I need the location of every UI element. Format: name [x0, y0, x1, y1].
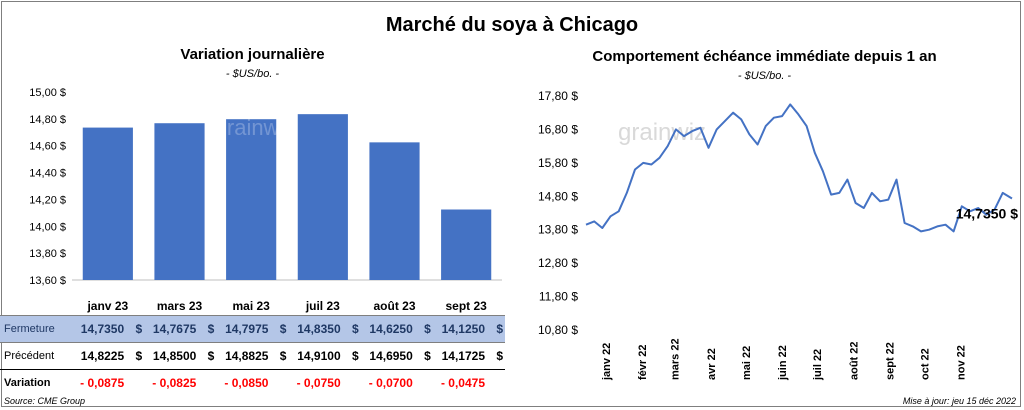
y-tick-label: 14,80 $	[538, 189, 578, 203]
currency-symbol: $	[342, 342, 361, 370]
x-tick-label: sept 22	[884, 342, 896, 380]
table-cell: - 0,0750	[296, 376, 341, 390]
row-label: Fermeture	[0, 315, 72, 343]
table-cell: - 0,0825	[152, 376, 197, 390]
x-tick-label: juil 23	[305, 299, 340, 313]
currency-symbol: $	[198, 315, 217, 343]
table-cell: 14,1725	[432, 342, 487, 370]
x-tick-label: mars 23	[157, 299, 203, 313]
x-tick-label: juin 22	[777, 345, 789, 381]
bar	[369, 142, 420, 280]
table-row: Précédent 14,8225 $14,8500 $14,8825 $14,9100…	[0, 342, 505, 370]
y-tick-label: 15,80 $	[538, 156, 578, 170]
currency-symbol: $	[487, 342, 505, 370]
bar	[82, 127, 133, 280]
x-tick-label: mars 22	[670, 338, 682, 380]
bar-chart: 13,60 $ 13,80 $ 14,00 $ 14,20 $ 14,40 $ 14,60…	[29, 87, 502, 313]
row-label: Variation	[4, 377, 51, 389]
table-cell: - 0,0850	[224, 376, 269, 390]
source-note: Source: CME Group	[4, 396, 86, 406]
line-chart-unit: - $US/bo. -	[737, 70, 792, 82]
table-row: Fermeture 14,7350 $14,7675 $14,7975 $14,8350…	[0, 315, 505, 343]
currency-symbol: $	[126, 315, 145, 343]
currency-symbol	[487, 370, 505, 397]
table-cell: 14,7675	[144, 315, 199, 343]
price-series-line	[585, 103, 1013, 233]
table-cell: - 0,0475	[440, 376, 485, 390]
main-title: Marché du soya à Chicago	[385, 14, 639, 36]
bar	[154, 123, 205, 280]
table-cell: 14,9100	[288, 342, 343, 370]
table-row: Variation - 0,0875 - 0,0825 - 0,0850 - 0,075…	[0, 370, 505, 397]
update-note: Mise à jour: jeu 15 déc 2022	[902, 396, 1016, 406]
y-tick-label: 15,00 $	[29, 87, 66, 99]
table-cell: 14,7975	[216, 315, 271, 343]
y-tick-label: 16,80 $	[538, 122, 578, 136]
x-tick-label: févr 22	[637, 345, 649, 380]
table-cell: 14,8825	[216, 342, 271, 370]
currency-symbol: $	[342, 315, 361, 343]
price-table: Fermeture 14,7350 $14,7675 $14,7975 $14,8350…	[0, 315, 505, 396]
x-tick-label: juil 22	[812, 349, 824, 381]
table-cell: 14,6250	[360, 315, 415, 343]
x-tick-label: oct 22	[919, 348, 931, 380]
y-tick-label: 17,80 $	[538, 89, 578, 103]
table-cell: - 0,0875	[80, 376, 125, 390]
last-value-label: 14,7350 $	[956, 205, 1018, 221]
x-tick-label: janv 23	[86, 299, 128, 313]
currency-symbol	[126, 370, 144, 397]
y-tick-label: 13,80 $	[538, 223, 578, 237]
bar	[226, 119, 277, 280]
table-cell: 14,6950	[360, 342, 415, 370]
watermark: grainwiz	[215, 115, 296, 140]
y-tick-label: 12,80 $	[538, 256, 578, 270]
table-cell: 14,7350	[72, 315, 127, 343]
currency-symbol	[270, 370, 288, 397]
y-tick-label: 13,60 $	[29, 275, 66, 287]
x-tick-label: janv 22	[601, 343, 613, 381]
table-cell: 14,8350	[288, 315, 343, 343]
line-chart-title: Comportement échéance immédiate depuis 1…	[592, 48, 937, 65]
y-tick-label: 11,80 $	[539, 290, 578, 304]
x-tick-label: avr 22	[706, 348, 718, 380]
y-tick-label: 14,40 $	[29, 168, 66, 180]
watermark: grainwiz	[618, 119, 706, 146]
currency-symbol: $	[270, 342, 289, 370]
table-cell: 14,8225	[72, 342, 127, 370]
x-tick-label: mai 22	[741, 346, 753, 380]
x-tick-label: août 22	[848, 341, 860, 380]
table-cell: 14,8500	[144, 342, 199, 370]
y-tick-label: 14,60 $	[29, 141, 66, 153]
bar	[441, 209, 492, 280]
currency-symbol	[198, 370, 216, 397]
y-tick-label: 10,80 $	[538, 323, 578, 337]
x-tick-label: août 23	[373, 299, 415, 313]
currency-symbol: $	[126, 342, 145, 370]
y-tick-label: 13,80 $	[29, 248, 66, 260]
currency-symbol: $	[414, 315, 433, 343]
currency-symbol	[415, 370, 433, 397]
table-cell: - 0,0700	[368, 376, 413, 390]
bar-chart-unit: - $US/bo. -	[225, 68, 280, 80]
bar	[297, 114, 348, 281]
x-tick-label: sept 23	[445, 299, 487, 313]
line-chart: 10,80 $ 11,80 $ 12,80 $ 13,80 $ 14,80 $ 15,80…	[538, 89, 1018, 381]
row-label: Précédent	[0, 342, 72, 370]
currency-symbol: $	[487, 315, 505, 343]
bar-chart-title: Variation journalière	[180, 46, 325, 63]
currency-symbol: $	[198, 342, 217, 370]
table-cell: 14,1250	[432, 315, 487, 343]
y-tick-label: 14,20 $	[29, 194, 66, 206]
y-tick-label: 14,00 $	[29, 221, 66, 233]
y-tick-label: 14,80 $	[29, 114, 66, 126]
currency-symbol: $	[414, 342, 433, 370]
currency-symbol: $	[270, 315, 289, 343]
x-tick-label: nov 22	[956, 345, 968, 380]
x-tick-label: mai 23	[232, 299, 270, 313]
currency-symbol	[343, 370, 361, 397]
